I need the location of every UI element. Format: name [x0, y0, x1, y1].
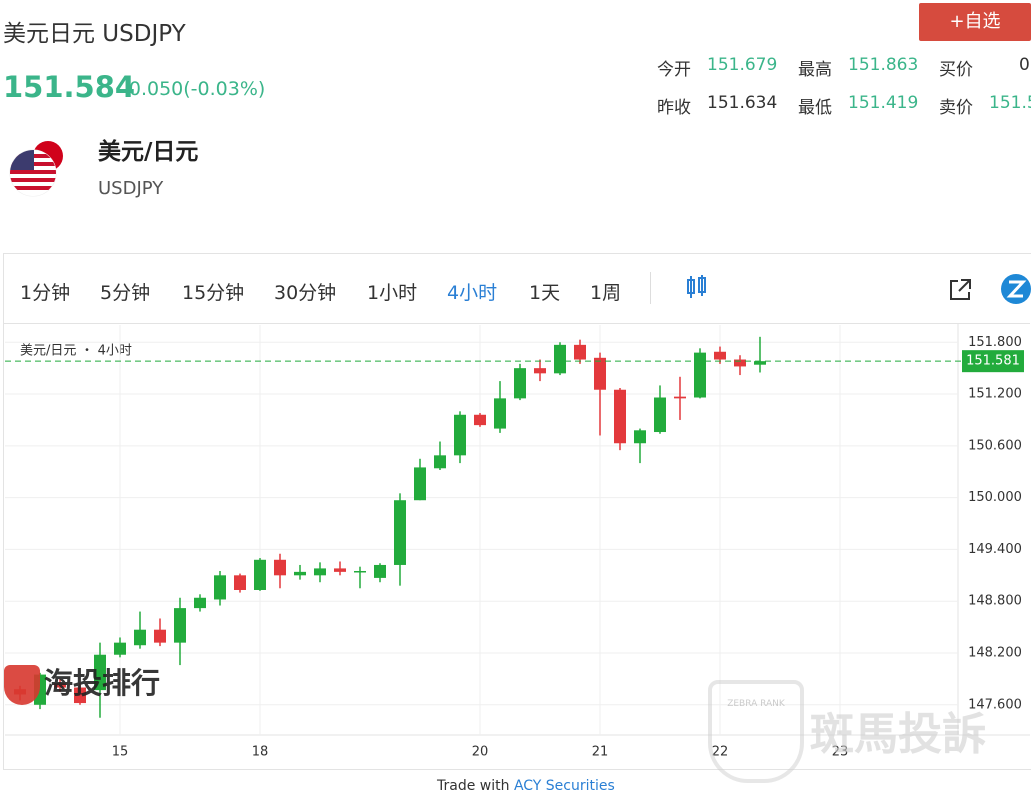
- toolbar-divider: [4, 323, 1030, 324]
- brand-button[interactable]: [1000, 273, 1031, 305]
- page-title: 美元日元 USDJPY: [3, 21, 186, 47]
- interval-tab[interactable]: 4小时: [447, 282, 498, 304]
- candle-body: [134, 629, 146, 646]
- popout-button[interactable]: [948, 277, 974, 303]
- candle-body: [334, 568, 346, 572]
- y-tick-label: 150.000: [968, 490, 1022, 505]
- x-tick-label: 20: [472, 745, 489, 760]
- candle-body: [754, 361, 766, 365]
- candle-body: [554, 344, 566, 374]
- candle-body: [254, 559, 266, 590]
- candle-body: [694, 352, 706, 398]
- footer-text: Trade with ACY Securities: [437, 778, 615, 794]
- stat-value: 151.679: [707, 55, 778, 75]
- last-price: 151.584: [3, 70, 136, 104]
- stat-value: 0: [1019, 55, 1030, 75]
- candle-body: [354, 571, 366, 573]
- flag-icon: [9, 141, 63, 197]
- candle-body: [194, 597, 206, 609]
- watermark-text: 海投排行: [44, 666, 161, 700]
- stat-label: 最低: [798, 98, 832, 118]
- candle-body: [534, 368, 546, 374]
- y-tick-label: 147.600: [968, 697, 1022, 712]
- candle-body: [514, 368, 526, 399]
- x-tick-label: 23: [832, 745, 849, 760]
- candle-body: [594, 357, 606, 390]
- candle-body: [274, 559, 286, 576]
- interval-tab[interactable]: 1小时: [367, 282, 418, 304]
- price-change: -0.050(-0.03%): [122, 78, 266, 100]
- x-tick-label: 18: [252, 745, 269, 760]
- candle-body: [374, 564, 386, 578]
- stat-label: 买价: [939, 60, 973, 80]
- chart-legend: 美元/日元 ・ 4小时: [20, 344, 132, 359]
- y-tick-label: 151.800: [968, 335, 1022, 350]
- watermark-badge: ZEBRA RANK: [708, 680, 804, 783]
- stat-label: 最高: [798, 60, 832, 80]
- candle-body: [734, 359, 746, 367]
- interval-tab[interactable]: 30分钟: [274, 282, 337, 304]
- y-tick-label: 148.200: [968, 646, 1022, 661]
- stat-label: 昨收: [657, 98, 691, 118]
- candle-body: [234, 575, 246, 590]
- candle-body: [54, 683, 66, 688]
- candle-body: [654, 397, 666, 433]
- candle-body: [574, 344, 586, 360]
- chart-panel: [3, 253, 1031, 770]
- candle-body: [634, 430, 646, 444]
- footer-label: Trade with: [437, 778, 510, 794]
- candle-body: [474, 414, 486, 426]
- pair-name: 美元/日元: [98, 139, 199, 165]
- watermark: 斑馬投訴: [810, 709, 986, 760]
- watchlist-button[interactable]: +自选: [919, 3, 1031, 41]
- candle-body: [174, 608, 186, 643]
- stat-value: 151.634: [707, 93, 778, 113]
- x-tick-label: 15: [112, 745, 129, 760]
- interval-tab[interactable]: 1天: [529, 282, 561, 304]
- candle-body: [214, 575, 226, 600]
- candle-body: [74, 687, 86, 704]
- candle-body: [114, 642, 126, 655]
- footer-link[interactable]: ACY Securities: [513, 778, 615, 794]
- y-tick-label: 149.400: [968, 542, 1022, 557]
- stat-label: 今开: [657, 60, 691, 80]
- watermark: 海投排行: [4, 660, 160, 705]
- pair-code: USDJPY: [98, 178, 164, 199]
- interval-tab[interactable]: 1周: [590, 282, 622, 304]
- interval-tab[interactable]: 15分钟: [182, 282, 245, 304]
- candle-body: [674, 396, 686, 399]
- last-price-box: [962, 350, 1024, 373]
- stat-value: 151.863: [848, 55, 919, 75]
- y-tick-label: 150.600: [968, 438, 1022, 453]
- candle-body: [154, 629, 166, 643]
- candle-body: [434, 455, 446, 469]
- stat-value: 151.5: [989, 93, 1031, 113]
- candle-body: [494, 398, 506, 429]
- candle-body: [714, 351, 726, 360]
- candle-body: [614, 389, 626, 444]
- candle-body: [314, 568, 326, 576]
- candle-body: [454, 414, 466, 456]
- stat-label: 卖价: [939, 98, 973, 118]
- candle-body: [414, 467, 426, 501]
- stat-value: 151.419: [848, 93, 919, 113]
- candle-body: [394, 500, 406, 565]
- last-price-label: 151.581: [966, 354, 1020, 369]
- toolbar-separator: [650, 272, 651, 304]
- candle-body: [94, 654, 106, 691]
- interval-tab[interactable]: 5分钟: [100, 282, 151, 304]
- y-tick-label: 151.200: [968, 387, 1022, 402]
- candle-type-button[interactable]: [684, 274, 710, 300]
- candle-body: [294, 571, 306, 576]
- y-tick-label: 148.800: [968, 594, 1022, 609]
- x-tick-label: 21: [592, 745, 609, 760]
- interval-tab[interactable]: 1分钟: [20, 282, 71, 304]
